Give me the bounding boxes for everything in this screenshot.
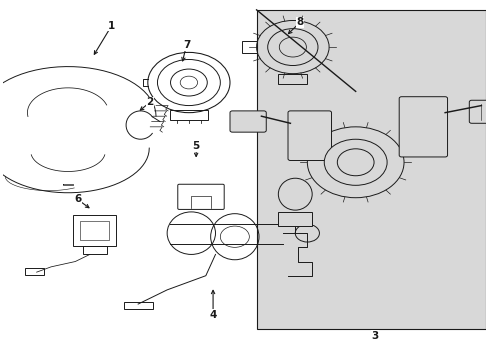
Text: 5: 5 [192,141,200,151]
FancyBboxPatch shape [398,97,447,157]
Text: 6: 6 [74,194,81,204]
Circle shape [337,149,373,176]
Bar [24,268,44,275]
Text: 3: 3 [371,331,378,341]
Circle shape [324,139,386,185]
Bar [242,41,256,54]
Text: 2: 2 [146,97,154,107]
Text: 7: 7 [183,40,190,50]
Bar [278,212,311,226]
Text: 4: 4 [209,310,216,320]
Circle shape [307,127,403,198]
FancyBboxPatch shape [468,100,488,123]
FancyBboxPatch shape [287,111,331,161]
Bar [82,246,106,255]
Text: 1: 1 [108,21,115,31]
Ellipse shape [278,178,311,210]
Bar [278,74,307,84]
Bar [80,221,109,240]
Bar [256,10,485,329]
Bar [123,302,152,309]
FancyBboxPatch shape [229,111,265,132]
Text: 8: 8 [296,17,303,27]
Bar [169,110,208,120]
Bar [73,215,116,246]
